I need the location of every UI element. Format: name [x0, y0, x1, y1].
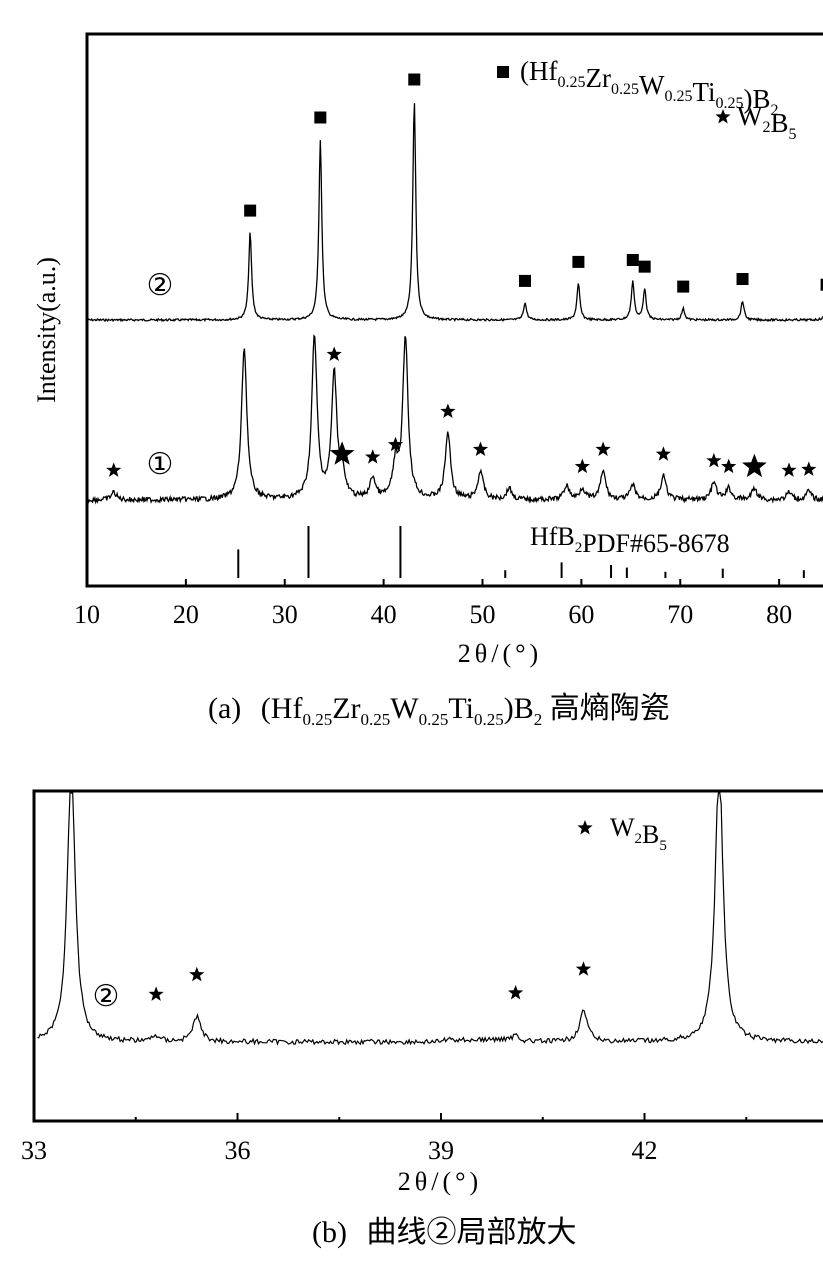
panel-a-peak-marker	[801, 461, 817, 476]
panel-b-plot-frame	[32, 789, 823, 1123]
panel-a-peak-marker	[326, 346, 342, 361]
panel-a-series-line-2	[86, 334, 823, 505]
panel-a-x-tick-label: 30	[272, 600, 298, 629]
panel-b-peak-marker	[575, 961, 592, 976]
panel-a-peak-marker	[519, 274, 532, 287]
panel-a-legend-star-marker	[715, 109, 731, 124]
panel-a-x-tick-label: 10	[74, 600, 100, 629]
panel-b-peak-marker	[189, 966, 205, 982]
panel-a-xrd-chart: 102030405060708090Intensity(a.u.)2θ/(°)②…	[32, 32, 823, 668]
panel-a-x-axis-label: 2θ/(°)	[458, 639, 542, 668]
panel-b-caption: (b) 曲线②局部放大	[312, 1207, 576, 1251]
panel-a-peak-marker	[572, 255, 585, 268]
panel-b-caption-text: 曲线②局部放大	[366, 1216, 577, 1249]
panel-a-peak-marker	[106, 462, 122, 477]
panel-a-peak-marker	[595, 441, 611, 456]
panel-a-peak-marker	[472, 441, 489, 456]
panel-b-zoom-chart: 33 36 39 42 2θ/(°) ② W2B5	[21, 789, 823, 1196]
panel-b-x-axis-label: 2θ/(°)	[398, 1167, 482, 1196]
panel-b-legend-star-marker	[577, 820, 593, 835]
panel-a-peak-marker	[742, 453, 767, 478]
panel-b-peak-marker	[148, 986, 164, 1001]
panel-a-series-label: ②	[147, 269, 174, 302]
panel-a-peak-marker	[706, 452, 722, 468]
panel-a-plot-frame	[85, 32, 823, 588]
panel-a-x-tick-label: 20	[173, 600, 199, 629]
panel-a-caption-suffix: 高熵陶瓷	[549, 692, 670, 725]
panel-b-x-tick-label: 39	[428, 1136, 454, 1165]
panel-a-x-tick-label: 60	[568, 600, 594, 629]
panel-a-peak-marker	[329, 441, 355, 465]
panel-a-legend-label-phase: (Hf0.25Zr0.25W0.25Ti0.25)B2	[520, 56, 779, 119]
panel-a-peak-marker	[314, 111, 327, 124]
panel-a-peak-marker	[626, 254, 639, 266]
panel-a-legend-label-w2b5: W2B5	[737, 101, 797, 143]
panel-a-x-tick-label: 40	[371, 600, 397, 629]
panel-a-x-tick-label: 70	[667, 600, 693, 629]
panel-a-peak-marker	[721, 458, 737, 474]
panel-a-caption-label: (a)	[208, 692, 242, 725]
panel-a-series-label: ①	[147, 448, 174, 481]
panel-a-peak-marker	[387, 436, 404, 452]
panel-a-reference-label: HfB2PDF#65-8678	[530, 522, 730, 558]
panel-b-legend-label-w2b5: W2B5	[610, 813, 667, 854]
panel-a-peak-marker	[440, 403, 456, 418]
panel-a-caption-formula: (Hf0.25Zr0.25W0.25Ti0.25)B2	[260, 692, 543, 729]
panel-a-x-tick-label: 80	[766, 600, 792, 629]
panel-b-series-label: ②	[93, 980, 120, 1013]
panel-a-peak-marker	[244, 204, 257, 217]
panel-a-peak-marker	[574, 458, 590, 474]
panel-a-peak-marker	[781, 462, 797, 477]
panel-b-x-tick-label: 36	[225, 1136, 251, 1165]
panel-b-x-tick-label: 42	[632, 1136, 658, 1165]
panel-a-peak-marker	[408, 73, 421, 86]
panel-b-series-line	[37, 792, 823, 1046]
panel-a-peak-marker	[638, 260, 651, 273]
panel-a-peak-marker	[677, 280, 690, 293]
panel-a-x-tick-label: 50	[470, 600, 496, 629]
panel-a-series-line-1	[86, 103, 823, 323]
panel-a-caption: (a) (Hf0.25Zr0.25W0.25Ti0.25)B2 高熵陶瓷	[208, 683, 670, 730]
panel-a-peak-marker	[820, 278, 823, 291]
panel-b-caption-label: (b)	[312, 1216, 347, 1249]
panel-a-peak-marker	[655, 446, 671, 461]
panel-a-legend-square-marker	[497, 66, 509, 78]
panel-b-peak-marker	[508, 985, 524, 1000]
panel-a-peak-marker	[365, 449, 381, 464]
panel-b-x-tick-label: 33	[21, 1136, 47, 1165]
panel-a-y-axis-label: Intensity(a.u.)	[32, 257, 61, 403]
panel-a-peak-marker	[736, 273, 749, 285]
